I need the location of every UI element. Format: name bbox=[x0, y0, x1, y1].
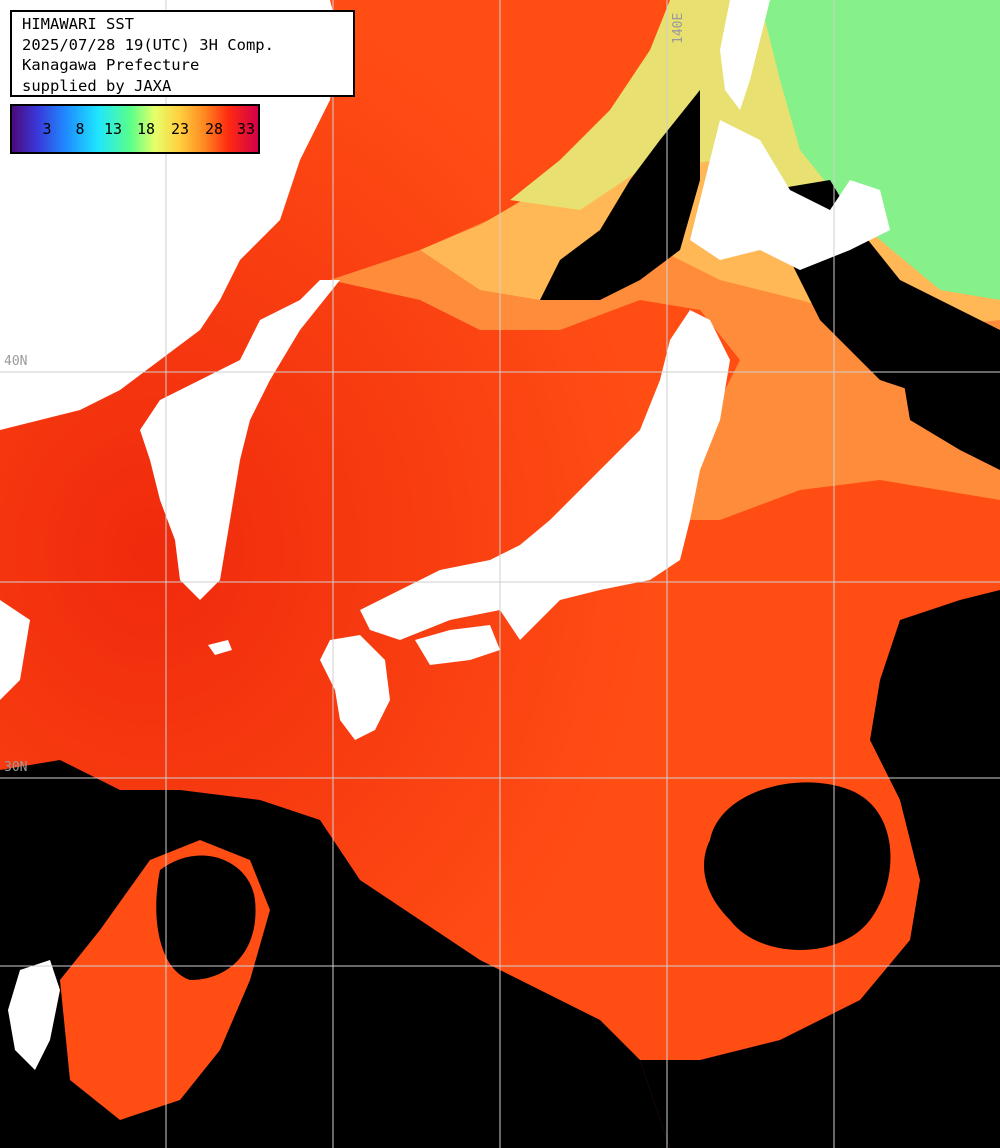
colorbar-tick: 18 bbox=[136, 120, 156, 138]
lon-label-140e: 140E bbox=[671, 12, 686, 44]
colorbar-tick: 28 bbox=[204, 120, 224, 138]
land-shikoku bbox=[415, 625, 500, 665]
no-data-south-pacific bbox=[640, 590, 1000, 1148]
info-box: HIMAWARI SST 2025/07/28 19(UTC) 3H Comp.… bbox=[10, 10, 355, 97]
map-datetime: 2025/07/28 19(UTC) 3H Comp. bbox=[22, 35, 274, 54]
no-data-eddy bbox=[704, 782, 891, 950]
land-korea bbox=[140, 280, 340, 600]
colorbar-tick: 3 bbox=[42, 120, 52, 138]
land-sakhalin bbox=[720, 0, 770, 110]
land-island-jeju bbox=[208, 640, 232, 655]
land-china-east bbox=[0, 600, 30, 700]
lat-label-30n: 30N bbox=[4, 760, 28, 775]
land-kyushu bbox=[320, 635, 390, 740]
map-title: HIMAWARI SST bbox=[22, 15, 134, 33]
no-data-inner-south bbox=[156, 855, 256, 980]
colorbar-tick: 23 bbox=[170, 120, 190, 138]
no-data-east bbox=[900, 360, 1000, 470]
map-region: Kanagawa Prefecture bbox=[22, 56, 200, 74]
no-data-hokkaido-north bbox=[540, 90, 700, 300]
land-taiwan bbox=[8, 960, 60, 1070]
colorbar-tick: 8 bbox=[75, 120, 85, 138]
colorbar-tick: 33 bbox=[236, 120, 256, 138]
map-credit: supplied by JAXA bbox=[22, 76, 172, 95]
temperature-colorbar: 3 8 13 18 23 28 33 bbox=[10, 104, 260, 154]
land-hokkaido bbox=[690, 120, 890, 270]
colorbar-tick: 13 bbox=[103, 120, 123, 138]
land-honshu bbox=[360, 310, 730, 640]
lat-label-40n: 40N bbox=[4, 354, 28, 369]
sea-green-band bbox=[760, 0, 1000, 300]
